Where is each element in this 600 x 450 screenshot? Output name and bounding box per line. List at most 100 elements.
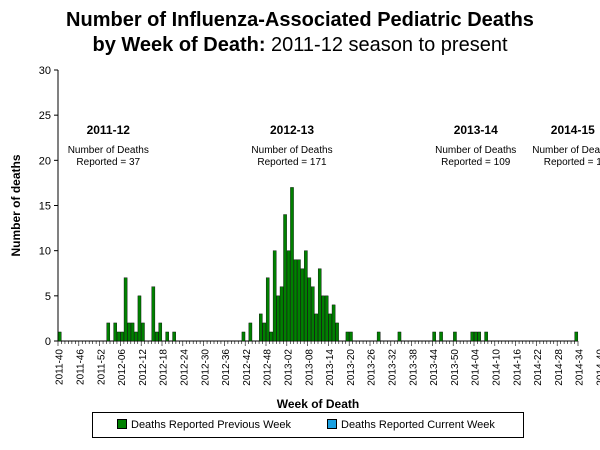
bar-previous-week bbox=[307, 277, 312, 342]
x-tick-label: 2012-06 bbox=[117, 349, 128, 386]
annotation-line-2: Reported = 109 bbox=[441, 157, 511, 168]
x-tick-label: 2013-14 bbox=[325, 349, 336, 386]
bar-previous-week bbox=[335, 322, 339, 342]
bar-previous-week bbox=[248, 322, 253, 342]
bar-previous-week bbox=[286, 250, 291, 342]
annotation-season-label: 2014-15 bbox=[551, 123, 595, 137]
annotation-line-2: Reported = 171 bbox=[257, 157, 327, 168]
chart-title-bold: Number of Influenza-Associated Pediatric… bbox=[66, 9, 534, 31]
bar-previous-week bbox=[349, 331, 353, 342]
chart-title-line-2: by Week of Death: 2011-12 season to pres… bbox=[0, 33, 600, 57]
x-tick-label: 2013-32 bbox=[388, 349, 399, 386]
bar-previous-week bbox=[290, 187, 294, 342]
bar-previous-week bbox=[151, 286, 156, 342]
y-tick-label: 0 bbox=[45, 336, 51, 348]
annotation-season-label: 2013-14 bbox=[454, 123, 498, 137]
x-tick-label: 2011-46 bbox=[76, 349, 87, 385]
bar-previous-week bbox=[259, 313, 263, 342]
bar-previous-week bbox=[265, 277, 270, 342]
legend-item-previous-week: Deaths Reported Previous Week bbox=[117, 419, 291, 431]
bar-previous-week bbox=[473, 331, 478, 342]
annotation-line-1: Number of Deaths bbox=[68, 145, 149, 156]
bar-previous-week bbox=[127, 322, 131, 342]
bar-previous-week bbox=[477, 331, 481, 342]
bar-previous-week bbox=[324, 295, 329, 342]
legend-swatch-current-week bbox=[327, 419, 337, 429]
bar-previous-week bbox=[297, 259, 301, 342]
x-tick-label: 2014-10 bbox=[492, 349, 503, 386]
x-tick-label: 2014-04 bbox=[471, 349, 482, 386]
bar-previous-week bbox=[137, 295, 142, 342]
annotation-season-label: 2012-13 bbox=[270, 123, 314, 137]
bar-previous-week bbox=[113, 322, 117, 342]
x-tick-label: 2012-18 bbox=[159, 349, 170, 386]
y-tick-label: 10 bbox=[39, 246, 51, 258]
bar-previous-week bbox=[311, 286, 315, 342]
annotation-line-2: Reported = 37 bbox=[76, 157, 140, 168]
bar-previous-week bbox=[279, 286, 284, 342]
bar-previous-week bbox=[158, 322, 163, 342]
x-tick-label: 2012-48 bbox=[263, 349, 274, 386]
x-tick-label: 2012-30 bbox=[200, 349, 211, 386]
x-tick-label: 2012-36 bbox=[221, 349, 232, 386]
x-tick-label: 2014-28 bbox=[554, 349, 565, 386]
bar-previous-week bbox=[293, 259, 298, 342]
x-tick-label: 2013-02 bbox=[284, 349, 295, 386]
y-tick-label: 5 bbox=[45, 291, 51, 303]
annotation-line-1: Number of Deaths bbox=[435, 145, 516, 156]
x-tick-label: 2011-52 bbox=[96, 349, 107, 385]
x-tick-label: 2014-22 bbox=[533, 349, 544, 386]
legend-swatch-previous-week bbox=[117, 419, 127, 429]
bar-previous-week bbox=[123, 277, 128, 342]
x-tick-label: 2013-44 bbox=[429, 349, 440, 386]
bar-previous-week bbox=[574, 331, 579, 342]
bar-previous-week bbox=[453, 331, 457, 342]
y-tick-label: 30 bbox=[39, 65, 51, 77]
x-tick-label: 2011-40 bbox=[55, 349, 66, 385]
bar-previous-week bbox=[272, 250, 277, 342]
annotation-season-label: 2011-12 bbox=[87, 123, 131, 137]
bar-previous-week bbox=[328, 313, 332, 342]
bar-previous-week bbox=[317, 268, 322, 342]
x-tick-label: 2012-12 bbox=[138, 349, 149, 386]
x-tick-label: 2012-24 bbox=[180, 349, 191, 386]
x-tick-label: 2013-08 bbox=[304, 349, 315, 386]
bar-previous-week bbox=[134, 331, 138, 342]
bar-previous-week bbox=[331, 304, 336, 342]
x-axis-title: Week of Death bbox=[277, 397, 359, 411]
legend-label-previous-week: Deaths Reported Previous Week bbox=[131, 419, 291, 431]
annotation-line-1: Number of Deaths bbox=[532, 145, 600, 156]
x-tick-label: 2013-38 bbox=[408, 349, 419, 386]
bar-previous-week bbox=[300, 268, 305, 342]
bar-previous-week bbox=[314, 313, 319, 342]
chart-title-line-1: Number of Influenza-Associated Pediatric… bbox=[0, 8, 600, 32]
bar-previous-week bbox=[269, 331, 273, 342]
bar-previous-week bbox=[106, 322, 111, 342]
legend-label-current-week: Deaths Reported Current Week bbox=[341, 419, 495, 431]
bar-previous-week bbox=[130, 322, 135, 342]
bar-previous-week bbox=[432, 331, 436, 342]
y-tick-label: 25 bbox=[39, 110, 51, 122]
y-tick-label: 20 bbox=[39, 155, 51, 167]
bar-previous-week bbox=[345, 331, 350, 342]
x-tick-label: 2013-20 bbox=[346, 349, 357, 386]
x-tick-label: 2012-42 bbox=[242, 349, 253, 386]
chart-legend: Deaths Reported Previous Week Deaths Rep… bbox=[92, 412, 524, 438]
bar-previous-week bbox=[57, 331, 62, 342]
bar-previous-week bbox=[241, 331, 246, 342]
bar-previous-week bbox=[321, 295, 325, 342]
bar-previous-week bbox=[116, 331, 121, 342]
x-tick-label: 2013-26 bbox=[367, 349, 378, 386]
bar-previous-week bbox=[304, 250, 308, 342]
bar-previous-week bbox=[283, 214, 287, 342]
bar-previous-week bbox=[120, 331, 124, 342]
y-tick-label: 15 bbox=[39, 201, 51, 213]
x-tick-label: 2014-34 bbox=[575, 349, 586, 386]
legend-item-current-week: Deaths Reported Current Week bbox=[327, 419, 495, 431]
bar-previous-week bbox=[484, 331, 488, 342]
bar-previous-week bbox=[470, 331, 475, 342]
bar-previous-week bbox=[141, 322, 145, 342]
bar-previous-week bbox=[262, 322, 267, 342]
bar-previous-week bbox=[276, 295, 280, 342]
